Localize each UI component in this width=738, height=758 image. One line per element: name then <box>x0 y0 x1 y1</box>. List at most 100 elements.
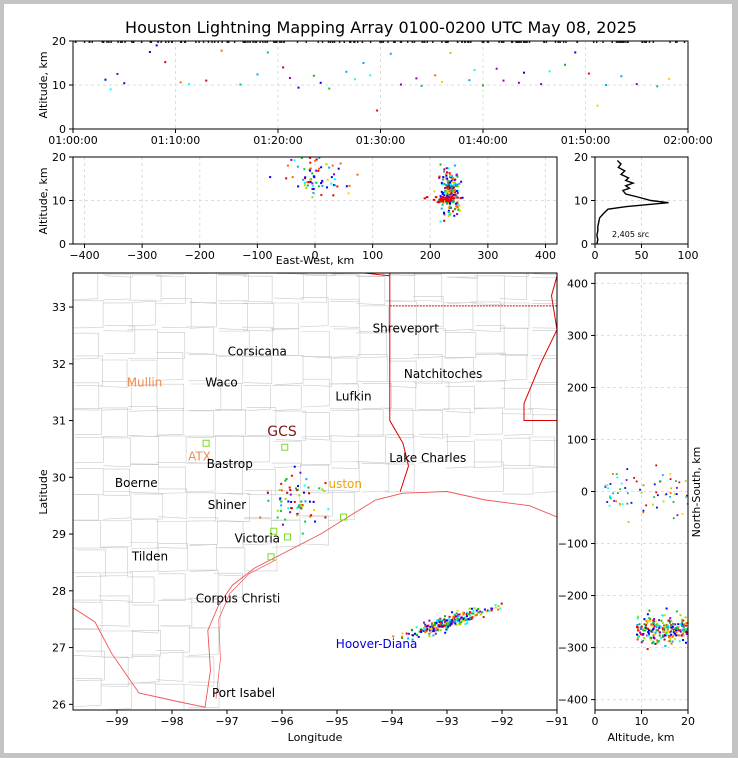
source-point <box>160 41 162 43</box>
county-outline <box>498 273 529 278</box>
source-point <box>438 176 441 179</box>
source-point <box>609 495 611 498</box>
source-point <box>444 615 447 618</box>
source-point <box>447 199 451 202</box>
y-tick-label: 100 <box>567 433 588 446</box>
source-point <box>300 505 303 508</box>
source-point <box>348 184 351 187</box>
source-point <box>612 473 614 475</box>
source-point <box>457 184 460 187</box>
source-point <box>685 494 688 497</box>
source-point <box>426 41 429 43</box>
source-point <box>673 632 676 635</box>
source-point <box>450 176 453 179</box>
source-point <box>643 623 646 626</box>
source-point <box>434 74 437 77</box>
county-outline <box>415 328 446 359</box>
x-tick-label: −97 <box>215 715 238 728</box>
county-outline <box>413 410 443 439</box>
source-point <box>315 181 318 184</box>
source-point <box>476 613 479 616</box>
altitude-time-axes: 01:00:00 01:10:00 01:20:00 01:30:00 01:40:00… <box>48 35 712 147</box>
y-tick-label: 10 <box>52 195 66 208</box>
source-point <box>462 618 465 621</box>
source-point <box>670 487 673 490</box>
source-point <box>675 41 677 43</box>
plan-map-xlabel: Longitude <box>288 731 343 744</box>
source-point <box>656 641 659 644</box>
source-point <box>325 163 328 166</box>
source-point <box>465 615 468 618</box>
x-tick-label: 300 <box>477 249 498 262</box>
source-point <box>643 637 646 640</box>
source-point <box>445 199 448 202</box>
source-point <box>602 41 604 43</box>
source-point <box>682 626 685 629</box>
source-point <box>469 617 472 620</box>
place-label: Shiner <box>208 498 247 512</box>
county-outline <box>276 273 307 275</box>
source-point <box>654 642 657 645</box>
altitude-time-grid <box>72 40 689 130</box>
source-point <box>441 191 444 194</box>
county-outline <box>301 490 333 518</box>
altitude-east-west-points <box>269 156 464 223</box>
source-point <box>461 196 464 199</box>
source-point <box>275 41 277 43</box>
source-point <box>321 180 324 183</box>
source-point <box>646 620 649 623</box>
source-point <box>317 41 319 43</box>
source-point <box>440 622 443 625</box>
chart-title: Houston Lightning Mapping Array 0100-020… <box>125 18 637 37</box>
source-point <box>666 631 669 634</box>
source-point <box>407 632 410 635</box>
altitude-north-south-xlabel: Altitude, km <box>607 731 674 744</box>
source-point <box>362 62 365 64</box>
source-point <box>421 629 424 632</box>
place-label: Mullin <box>127 376 163 390</box>
source-point <box>420 84 423 87</box>
county-outline <box>356 276 386 306</box>
source-point <box>467 41 469 43</box>
county-outline <box>499 353 528 381</box>
county-boundaries <box>73 273 557 710</box>
source-point <box>440 190 443 193</box>
source-point <box>468 614 471 617</box>
source-point <box>607 487 609 490</box>
source-point <box>450 622 453 625</box>
source-point <box>356 41 359 43</box>
source-point <box>337 167 340 170</box>
source-point <box>320 182 323 185</box>
source-point <box>468 618 471 621</box>
source-point <box>433 190 436 193</box>
source-point <box>101 41 104 43</box>
source-point <box>226 41 229 43</box>
source-point <box>310 514 313 517</box>
source-point <box>330 176 333 179</box>
source-point <box>290 474 293 477</box>
source-point <box>297 485 300 488</box>
source-point <box>294 487 297 490</box>
y-tick-label: 32 <box>52 358 66 371</box>
source-point <box>642 511 645 514</box>
source-point <box>452 184 455 187</box>
source-point <box>490 609 493 612</box>
source-point <box>606 501 609 503</box>
source-point <box>332 194 335 197</box>
source-point <box>639 488 641 491</box>
source-point <box>447 167 450 170</box>
source-point <box>428 635 431 638</box>
source-point <box>654 620 657 623</box>
source-point <box>673 638 676 641</box>
source-point <box>376 109 379 112</box>
source-point <box>446 41 448 43</box>
source-point <box>117 41 119 43</box>
y-tick-label: 300 <box>567 329 588 342</box>
source-point <box>449 199 453 202</box>
source-point <box>405 632 408 635</box>
county-outline <box>127 576 155 604</box>
source-point <box>636 626 639 629</box>
source-point <box>451 195 454 198</box>
county-outline <box>187 435 216 464</box>
county-outline <box>473 439 503 468</box>
